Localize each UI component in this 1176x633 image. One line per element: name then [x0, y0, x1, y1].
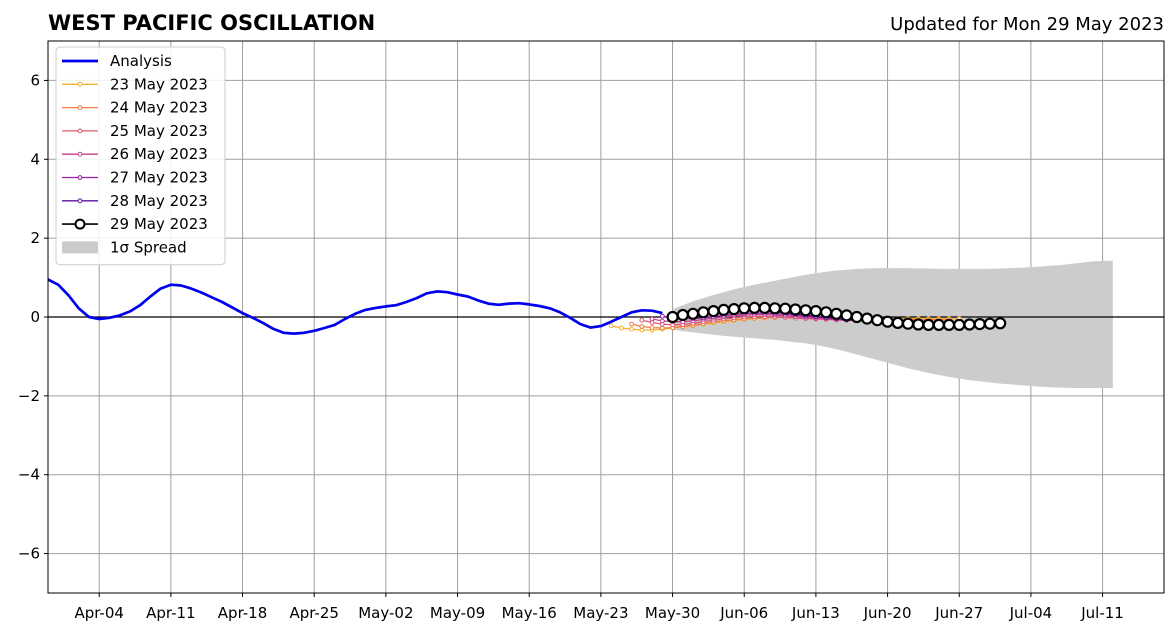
forecast-point — [629, 321, 634, 327]
chart-subtitle: Updated for Mon 29 May 2023 — [890, 14, 1164, 35]
forecast-point — [659, 318, 665, 324]
latest-forecast-point — [779, 302, 792, 315]
x-tick-label: Jun-20 — [863, 604, 912, 622]
series-group — [47, 278, 1007, 335]
latest-forecast-point — [912, 318, 925, 331]
y-tick-label: −2 — [18, 387, 40, 405]
forecast-point — [639, 324, 645, 329]
latest-forecast-point — [973, 318, 986, 331]
x-tick-label: Jun-27 — [934, 604, 983, 622]
x-tick-label: Jun-13 — [791, 604, 840, 622]
legend-box — [55, 46, 226, 266]
x-axis: Apr-04 Apr-11 Apr-18 Apr-25 May-02 May-09 May-… — [74, 593, 1124, 622]
latest-forecast-point — [850, 310, 863, 324]
latest-forecast-point — [830, 307, 843, 320]
y-tick-label: 4 — [30, 150, 40, 168]
latest-forecast-point — [727, 303, 741, 316]
legend-label: 26 May 2023 — [110, 145, 208, 163]
legend-swatch-marker — [74, 218, 86, 230]
legend-label: 28 May 2023 — [110, 192, 208, 210]
latest-forecast-point — [901, 317, 915, 330]
latest-forecast-point — [819, 306, 833, 319]
forecast-point — [659, 325, 665, 331]
latest-forecast-point — [860, 312, 874, 325]
x-tick-label: May-16 — [502, 604, 557, 622]
y-axis: 6 4 2 0 −2 −4 −6 — [18, 71, 48, 563]
x-tick-label: Jul-11 — [1080, 604, 1124, 622]
legend-swatch-marker — [77, 128, 83, 134]
latest-forecast-point — [994, 317, 1007, 330]
forecast-point — [619, 325, 624, 331]
latest-forecast-point — [942, 318, 956, 331]
x-tick-label: May-02 — [358, 604, 413, 622]
legend-label: 1σ Spread — [110, 238, 187, 256]
latest-forecast-point — [676, 308, 689, 322]
latest-forecast-point — [707, 305, 720, 318]
forecast-point — [629, 326, 634, 332]
latest-forecast-point — [871, 314, 884, 327]
forecast-point — [649, 325, 655, 331]
latest-forecast-point — [891, 316, 904, 329]
x-tick-label: Apr-11 — [146, 604, 196, 622]
legend-swatch-marker — [77, 151, 83, 157]
forecast-point — [649, 316, 655, 322]
x-tick-label: May-23 — [573, 604, 628, 622]
x-tick-label: May-09 — [430, 604, 485, 622]
x-tick-label: Apr-25 — [289, 604, 339, 622]
legend-label: 24 May 2023 — [110, 99, 208, 117]
latest-forecast-point — [697, 306, 710, 319]
latest-forecast-point — [738, 302, 751, 315]
latest-forecast-point — [717, 303, 730, 316]
x-tick-label: Apr-04 — [74, 604, 124, 622]
y-tick-label: −4 — [18, 466, 40, 484]
chart-title: WEST PACIFIC OSCILLATION — [48, 11, 375, 35]
forecast-point — [639, 317, 645, 323]
analysis-line — [47, 278, 663, 335]
latest-forecast-point — [881, 315, 894, 328]
legend-label: Analysis — [110, 52, 172, 70]
legend-swatch-spread — [62, 241, 98, 254]
y-tick-label: −6 — [18, 545, 40, 563]
latest-forecast-point — [953, 318, 966, 331]
latest-forecast-point — [840, 309, 853, 322]
legend-swatch-marker — [77, 81, 83, 87]
legend-label: 29 May 2023 — [110, 215, 208, 233]
latest-forecast-point — [686, 307, 700, 320]
legend-label: 25 May 2023 — [110, 122, 208, 140]
legend-label: 23 May 2023 — [110, 75, 208, 93]
latest-forecast-point — [758, 301, 771, 314]
forecast-point — [608, 323, 614, 329]
legend-swatch-marker — [77, 175, 83, 180]
latest-forecast-point — [799, 304, 812, 317]
x-tick-label: May-30 — [645, 604, 700, 622]
y-tick-label: 6 — [30, 71, 40, 89]
latest-forecast-point — [666, 310, 679, 324]
latest-forecast-point — [963, 318, 976, 331]
y-tick-label: 0 — [30, 308, 40, 326]
legend-label: 27 May 2023 — [110, 169, 208, 187]
legend-swatch-marker — [77, 105, 83, 110]
latest-forecast-point — [932, 318, 945, 331]
y-tick-label: 2 — [30, 229, 40, 247]
x-tick-label: Jun-06 — [719, 604, 768, 622]
latest-forecast-point — [748, 301, 761, 314]
forecast-point — [659, 313, 665, 319]
latest-forecast-point — [809, 305, 823, 318]
legend: Analysis 23 May 2023 24 May 2023 25 May 202… — [55, 46, 226, 266]
x-tick-label: Apr-18 — [218, 604, 268, 622]
x-tick-label: Jul-04 — [1009, 604, 1053, 622]
latest-forecast-point — [768, 302, 782, 315]
latest-forecast-point — [922, 318, 935, 331]
legend-swatch-marker — [77, 198, 83, 204]
latest-forecast-point — [789, 303, 802, 316]
latest-forecast-point — [983, 317, 997, 330]
